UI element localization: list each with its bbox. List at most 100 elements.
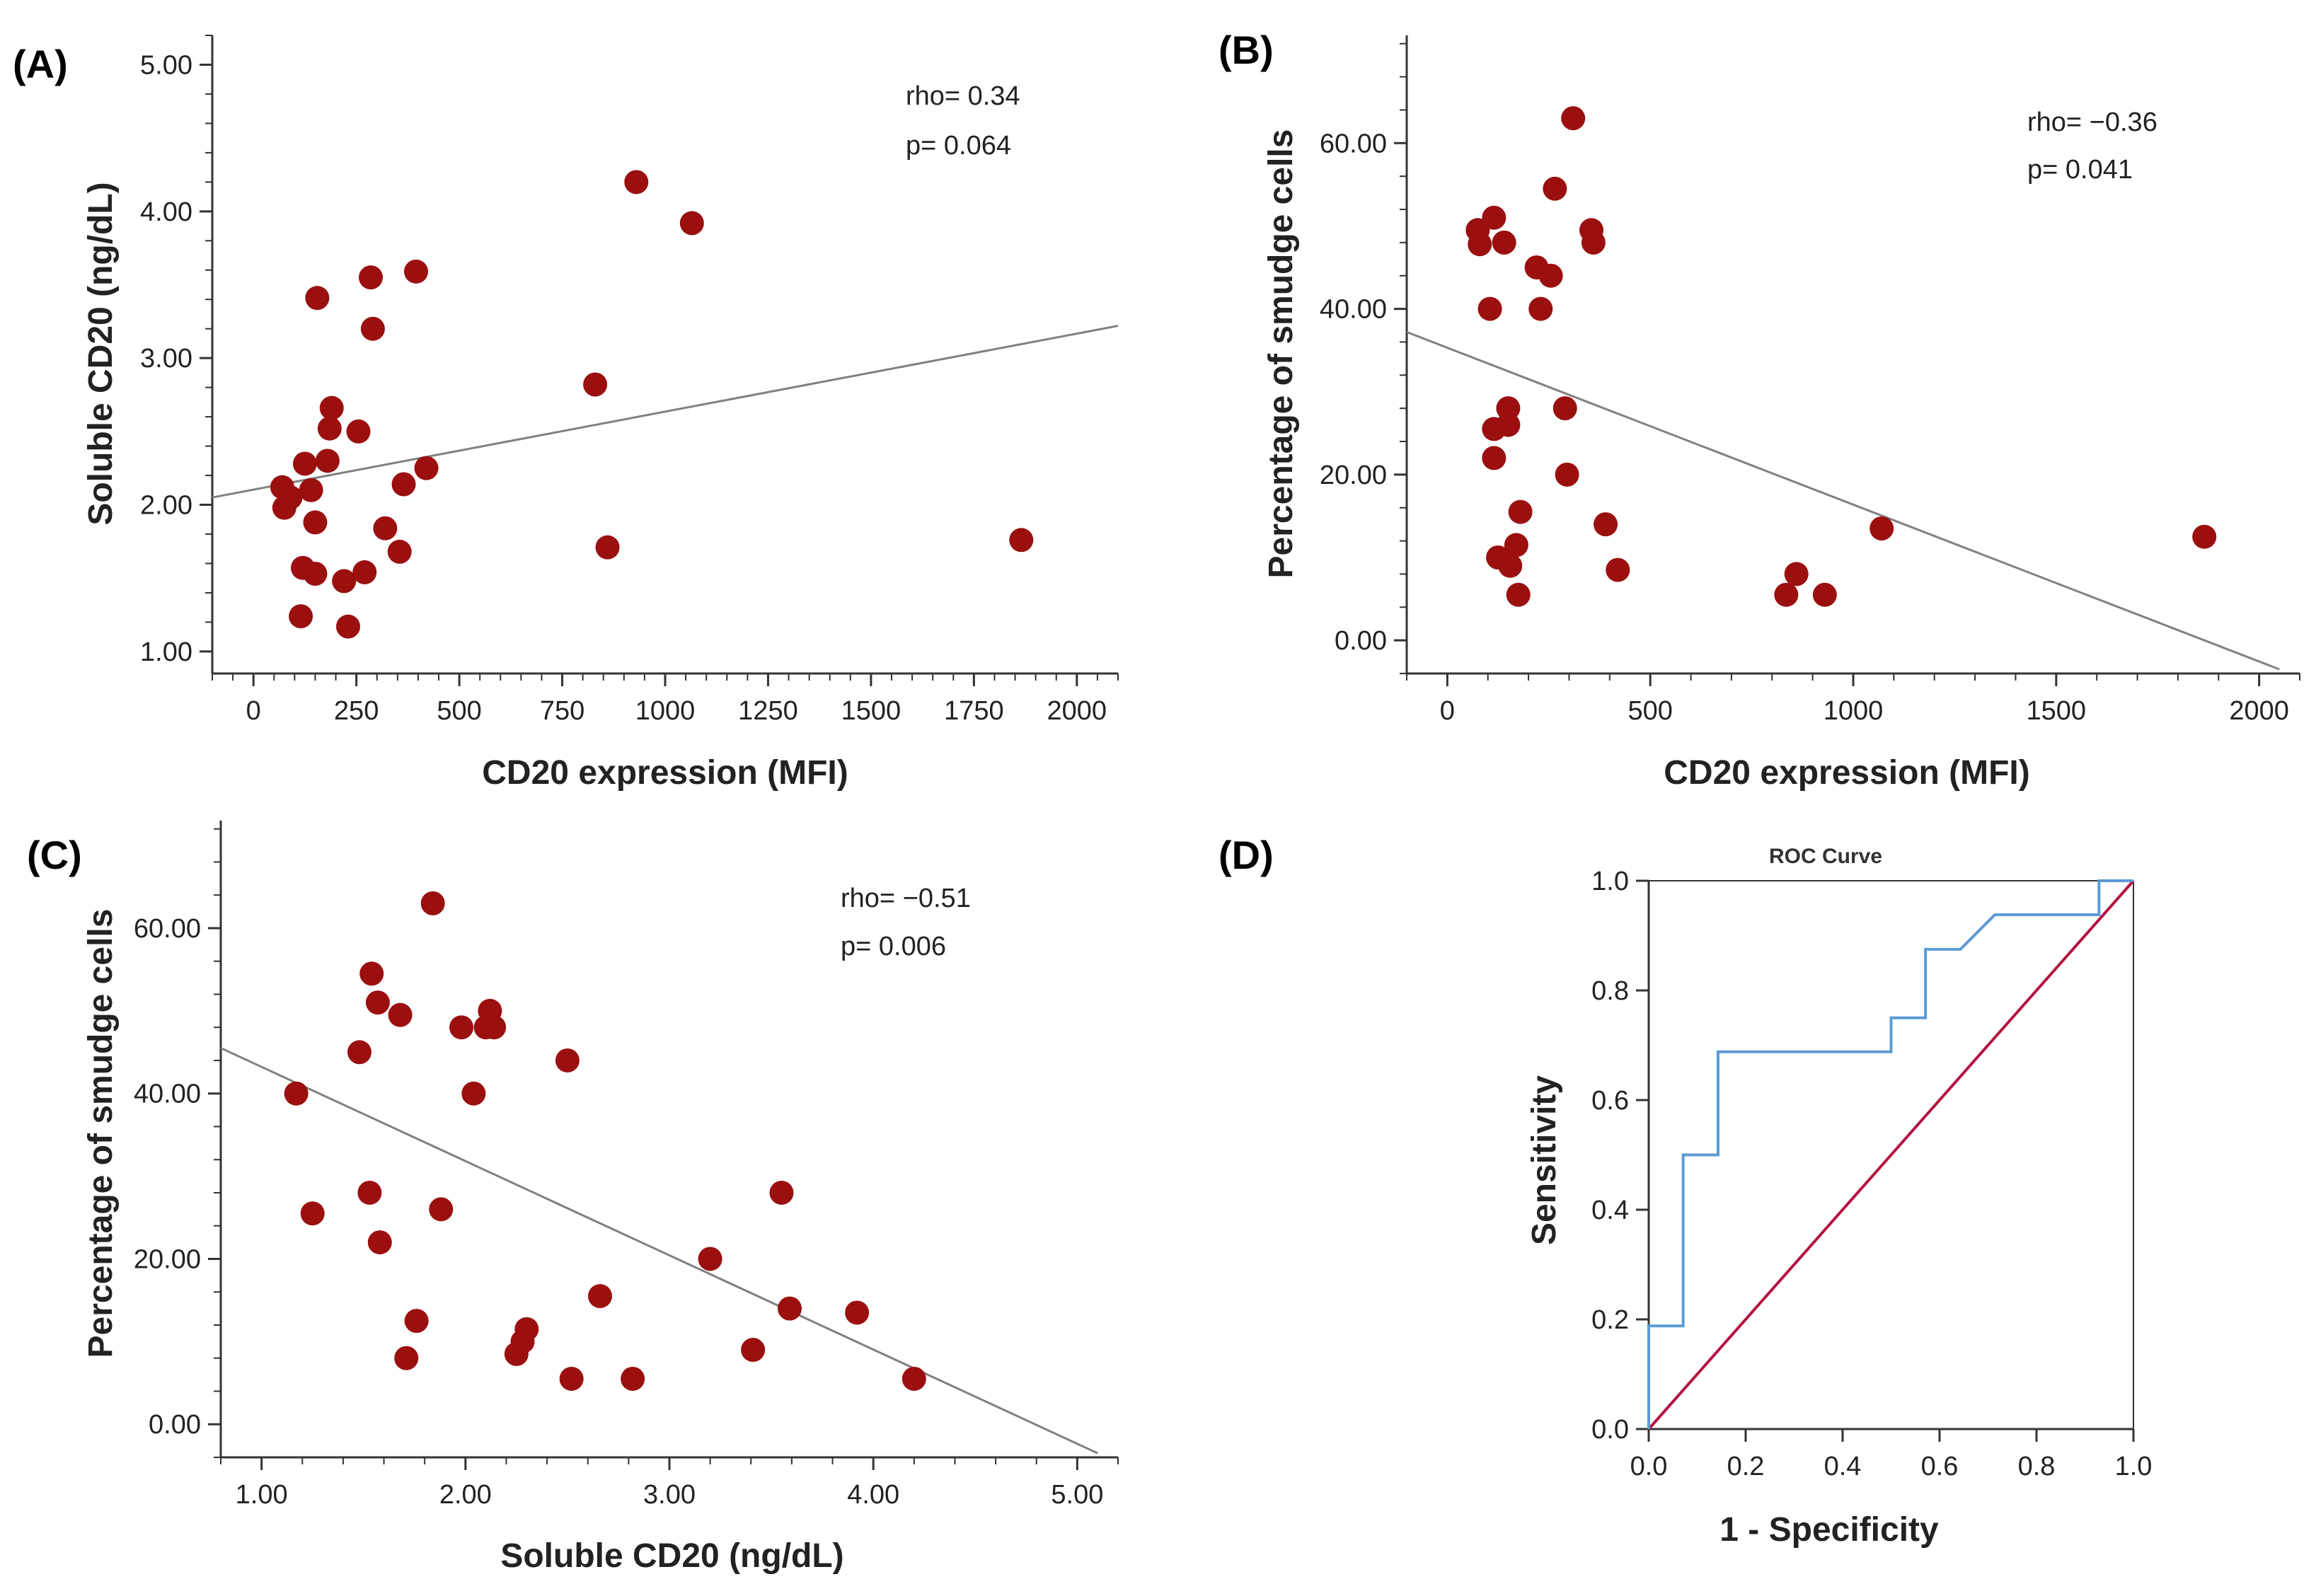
- y-tick-label: 0.4: [1591, 1196, 1629, 1225]
- data-point: [1538, 263, 1563, 288]
- y-tick-label: 0.0: [1591, 1415, 1629, 1445]
- x-tick-label: 1750: [944, 696, 1004, 726]
- data-point: [1528, 296, 1553, 321]
- x-tick-label: 5.00: [1051, 1480, 1103, 1510]
- x-tick-label: 0.8: [2018, 1452, 2056, 1481]
- y-axis-label-d: Sensitivity: [1526, 1075, 1563, 1245]
- data-point: [292, 451, 317, 476]
- fit-line-b: [1406, 330, 2280, 671]
- data-point: [359, 265, 383, 290]
- data-point: [387, 539, 412, 564]
- data-point: [278, 485, 303, 510]
- data-point: [299, 478, 323, 502]
- data-point: [420, 891, 445, 915]
- data-point: [901, 1366, 926, 1391]
- data-point: [588, 1284, 613, 1309]
- data-point: [303, 561, 328, 586]
- x-tick-label: 1500: [2027, 696, 2087, 726]
- data-point: [1482, 446, 1506, 470]
- data-point: [1482, 205, 1506, 230]
- data-point: [347, 1040, 371, 1065]
- fit-line-c: [220, 1047, 1098, 1455]
- p-annotation-b: p= 0.041: [2027, 155, 2133, 185]
- data-point: [559, 1366, 584, 1391]
- data-point: [303, 510, 328, 535]
- data-point: [388, 1002, 413, 1027]
- data-point: [357, 1180, 382, 1205]
- data-point: [1506, 582, 1531, 607]
- data-point: [1543, 176, 1567, 201]
- data-point: [373, 516, 398, 540]
- y-tick-label: 60.00: [1320, 129, 1387, 158]
- data-point: [429, 1197, 454, 1222]
- x-axis-label-c: Soluble CD20 (ng/dL): [500, 1537, 843, 1575]
- x-tick-label: 1000: [1824, 696, 1884, 726]
- x-tick-label: 500: [437, 696, 481, 726]
- p-annotation-c: p= 0.006: [841, 932, 946, 961]
- y-tick-label: 0.2: [1591, 1305, 1629, 1335]
- data-point: [284, 1081, 309, 1106]
- data-point: [414, 456, 439, 480]
- x-tick-label: 1500: [841, 696, 901, 726]
- data-point: [769, 1180, 794, 1205]
- x-tick-label: 2000: [1047, 696, 1107, 726]
- panel-c: (C) 1.00 2.00 3.00 4.00 5.00 0.00 20.00 40.00 60…: [27, 821, 1119, 1575]
- data-point: [595, 535, 620, 560]
- x-tick-label: 1250: [738, 696, 798, 726]
- roc-curve: [1647, 879, 2133, 1429]
- data-point: [391, 472, 416, 497]
- data-point: [1477, 296, 1502, 321]
- y-tick-label: 4.00: [140, 197, 192, 227]
- y-axis-label-a: Soluble CD20 (ng/dL): [82, 182, 120, 525]
- data-point: [624, 170, 649, 195]
- fit-line-a: [212, 325, 1119, 499]
- y-tick-label: 0.6: [1591, 1086, 1629, 1116]
- y-tick-label: 20.00: [134, 1244, 201, 1274]
- data-point: [1555, 462, 1579, 487]
- y-tick-label: 1.0: [1591, 867, 1629, 896]
- data-point: [404, 1309, 429, 1334]
- data-point: [305, 286, 330, 311]
- x-tick-label: 1.00: [236, 1480, 288, 1510]
- y-tick-label: 3.00: [140, 344, 192, 374]
- rho-annotation-a: rho= 0.34: [906, 81, 1020, 111]
- data-point: [621, 1366, 645, 1391]
- data-point: [1606, 557, 1630, 582]
- data-point: [1496, 412, 1521, 437]
- panel-label-c: (C): [27, 833, 82, 877]
- data-point: [1581, 230, 1606, 255]
- rho-annotation-c: rho= −0.51: [841, 884, 971, 913]
- data-point: [1468, 232, 1492, 257]
- x-tick-label: 0.4: [1824, 1452, 1862, 1481]
- data-point: [1504, 533, 1528, 557]
- data-point: [1009, 528, 1034, 553]
- data-point: [1508, 499, 1533, 524]
- data-point: [315, 449, 340, 473]
- data-point: [461, 1081, 486, 1106]
- panel-b: (B) 0 500 1000 1500 20000.0020.0040.0060.00 …: [1219, 28, 2300, 792]
- y-tick-label: 0.8: [1591, 976, 1629, 1006]
- x-tick-label: 0.6: [1921, 1452, 1959, 1481]
- data-point: [346, 419, 371, 444]
- x-tick-label: 250: [334, 696, 379, 726]
- data-point: [1552, 396, 1577, 421]
- y-tick-label: 20.00: [1320, 461, 1387, 490]
- reference-line: [1647, 879, 2135, 1430]
- x-axis-label-a: CD20 expression (MFI): [482, 754, 848, 792]
- data-point: [1492, 230, 1516, 255]
- data-point: [336, 614, 360, 639]
- panel-d: (D) ROC Curve 0.0 0.2 0.4 0.6 0.8 1.0 0.0 0.2 0.…: [1219, 833, 2152, 1549]
- data-point: [2192, 524, 2217, 549]
- x-tick-label: 1000: [635, 696, 696, 726]
- x-tick-label: 2000: [2229, 696, 2289, 726]
- data-point: [1812, 582, 1837, 607]
- y-tick-label: 40.00: [134, 1080, 201, 1109]
- data-point: [360, 316, 385, 341]
- data-point: [845, 1300, 870, 1325]
- x-tick-label: 4.00: [847, 1480, 899, 1510]
- data-point: [300, 1201, 325, 1226]
- y-axis-label-c: Percentage of smudge cells: [82, 909, 120, 1358]
- x-tick-label: 0.2: [1727, 1452, 1765, 1481]
- p-annotation-a: p= 0.064: [906, 131, 1011, 161]
